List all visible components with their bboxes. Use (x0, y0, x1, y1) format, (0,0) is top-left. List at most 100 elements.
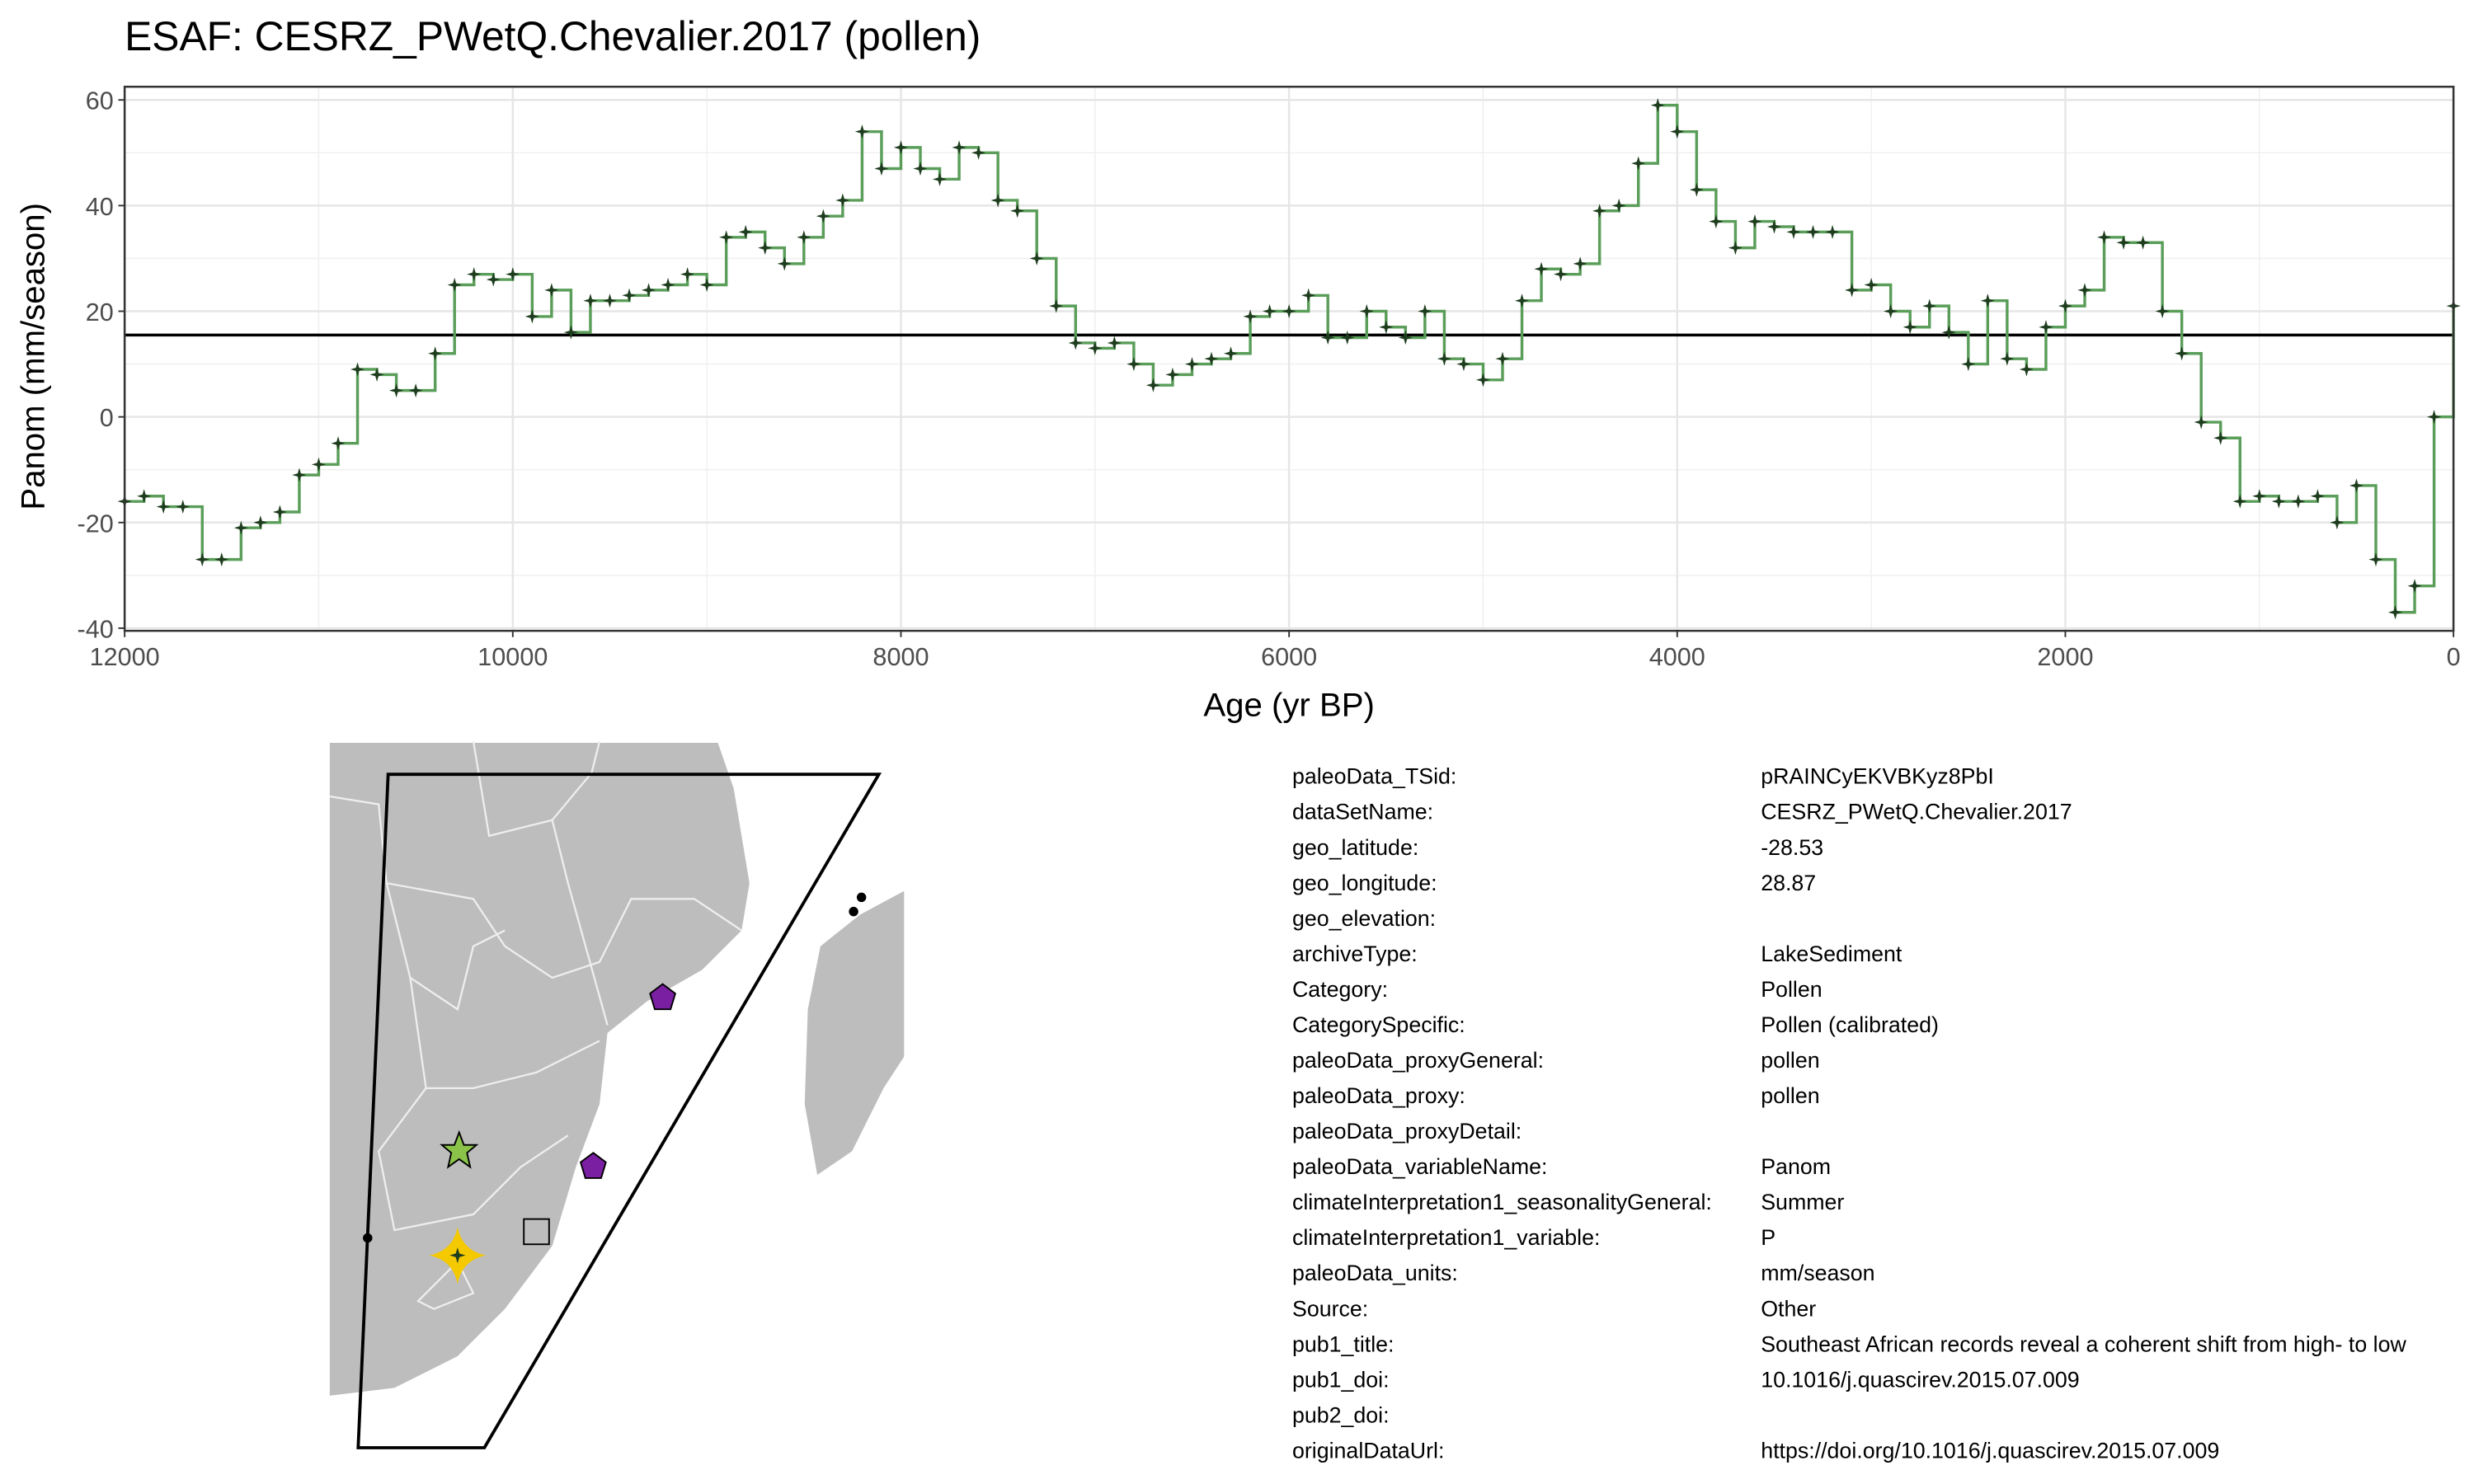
data-point (1320, 330, 1335, 345)
data-point (893, 140, 909, 155)
site-marker (856, 892, 867, 903)
y-tick-label: -40 (78, 615, 114, 643)
data-point (1903, 320, 1917, 335)
data-point (1301, 288, 1316, 303)
data-point (971, 145, 986, 160)
metadata-value: 28.87 (1761, 871, 1816, 895)
data-point (2310, 489, 2326, 504)
data-point (2155, 303, 2170, 319)
x-tick-label: 2000 (2037, 643, 2093, 671)
metadata-key: paleoData_variableName: (1292, 1154, 1548, 1179)
data-point (447, 277, 462, 293)
metadata-value: Southeast African records reveal a coher… (1761, 1331, 2406, 1356)
data-point (1766, 219, 1782, 234)
data-point (2387, 605, 2403, 620)
data-point (797, 230, 811, 245)
data-point (2271, 494, 2286, 509)
data-point (350, 362, 365, 377)
data-point (1980, 294, 1995, 308)
data-point (2135, 235, 2151, 250)
metadata-value: https://doi.org/10.1016/j.quascirev.2015… (1761, 1438, 2219, 1463)
data-point (1107, 336, 1122, 350)
data-point (1650, 98, 1665, 113)
data-point (1068, 336, 1083, 350)
borders (329, 740, 742, 1310)
data-point (661, 277, 675, 293)
metadata-key: originalDataUrl: (1292, 1438, 1444, 1463)
metadata-value: pollen (1761, 1083, 1819, 1108)
data-point (369, 367, 384, 383)
data-point (2175, 346, 2189, 361)
data-point (854, 124, 870, 139)
region-outline (356, 773, 882, 1449)
data-point (1670, 124, 1685, 139)
data-point (1340, 330, 1355, 345)
metadata-key: climateInterpretation1_seasonalityGenera… (1292, 1190, 1712, 1214)
data-point (311, 457, 327, 472)
site-marker (649, 983, 676, 1011)
data-point (1029, 251, 1044, 266)
data-point (835, 193, 850, 208)
data-point (506, 267, 520, 282)
data-point (680, 267, 695, 282)
site-marker (579, 1152, 607, 1179)
site-marker (849, 906, 858, 917)
data-point (699, 277, 714, 293)
x-tick-label: 4000 (1649, 643, 1705, 671)
chart-title: ESAF: CESRZ_PWetQ.Chevalier.2017 (pollen… (125, 13, 981, 59)
metadata-key: paleoData_proxyGeneral: (1292, 1048, 1544, 1073)
data-point (2232, 494, 2247, 509)
metadata-key: pub1_doi: (1292, 1367, 1390, 1392)
data-point (952, 140, 967, 155)
data-point (1379, 320, 1394, 335)
metadata-value: Pollen (calibrated) (1761, 1012, 1939, 1037)
site-marker (363, 1233, 373, 1243)
y-tick-label: 60 (86, 87, 114, 115)
metadata-value: mm/season (1761, 1261, 1874, 1285)
data-point (1456, 356, 1471, 372)
data-point (2058, 298, 2073, 313)
data-point (1709, 214, 1724, 229)
data-point (2252, 489, 2267, 504)
y-tick-label: 20 (86, 298, 114, 326)
data-point (913, 161, 928, 176)
metadata-key: dataSetName: (1292, 800, 1433, 824)
data-point (1553, 267, 1569, 282)
data-point (1010, 204, 1025, 218)
metadata-key: geo_latitude: (1292, 835, 1418, 860)
data-point (758, 241, 773, 256)
data-point (1805, 224, 1821, 240)
data-point (389, 383, 404, 398)
data-point (1145, 378, 1161, 392)
data-point (1592, 204, 1607, 218)
data-point (2000, 351, 2015, 366)
data-point (1165, 367, 1180, 383)
x-tick-label: 8000 (872, 643, 929, 671)
metadata-value: pRAINCyEKVBKyz8PbI (1761, 764, 1994, 789)
data-point (990, 193, 1005, 208)
data-point (1844, 283, 1860, 298)
land (804, 890, 905, 1176)
data-point (1126, 356, 1141, 372)
data-point (1689, 182, 1704, 197)
data-point (292, 467, 307, 482)
data-point (1049, 298, 1064, 313)
data-point (1262, 303, 1277, 319)
metadata-key: Category: (1292, 977, 1388, 1002)
site-marker (523, 1218, 550, 1246)
metadata-key: paleoData_proxyDetail: (1292, 1119, 1522, 1144)
metadata-value: 10.1016/j.quascirev.2015.07.009 (1761, 1367, 2079, 1392)
data-point (602, 294, 618, 308)
metadata-key: geo_elevation: (1292, 906, 1436, 931)
data-point (1184, 356, 1200, 372)
metadata-key: paleoData_proxy: (1292, 1083, 1465, 1108)
data-point (1359, 303, 1374, 319)
plot-panel (123, 87, 2455, 632)
data-point (932, 171, 948, 186)
data-point (1514, 294, 1530, 308)
y-tick-label: 0 (100, 404, 114, 432)
y-tick-label: -20 (78, 510, 114, 538)
data-point (1495, 351, 1510, 366)
data-point (2096, 230, 2112, 245)
